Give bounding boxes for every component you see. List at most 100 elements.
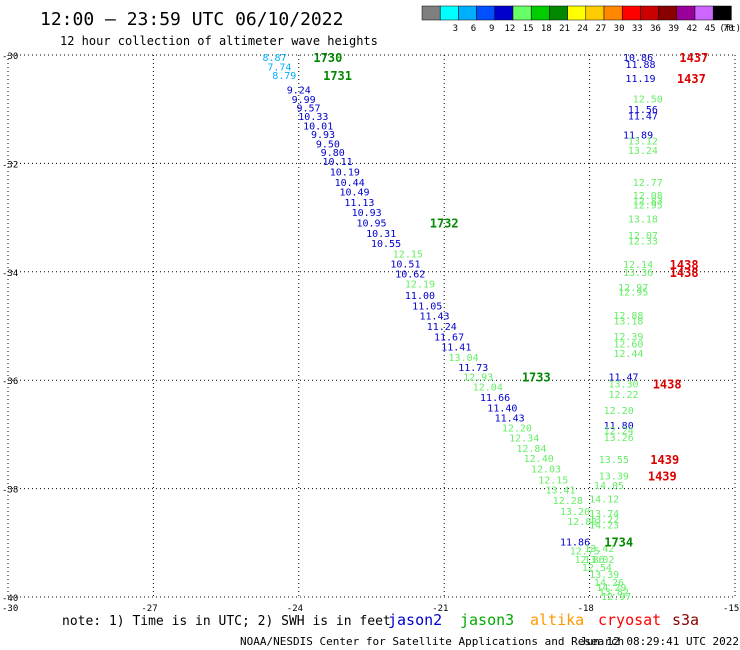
wave-height-point: 12.84 bbox=[516, 444, 546, 455]
wave-height-point: 13.18 bbox=[613, 317, 643, 328]
wave-height-point: 10.44 bbox=[335, 178, 365, 189]
legend-swatch bbox=[494, 5, 514, 21]
footer-credit: NOAA/NESDIS Center for Satellite Applica… bbox=[240, 635, 624, 648]
wave-height-point: 10.31 bbox=[366, 229, 396, 240]
pass-time-label: 1438 bbox=[670, 266, 699, 280]
wave-height-point: 13.20 bbox=[560, 507, 590, 518]
pass-time-label: 1734 bbox=[604, 536, 633, 550]
wave-height-point: 12.39 bbox=[613, 332, 643, 343]
wave-height-point: 12.15 bbox=[393, 249, 423, 260]
wave-height-point: 12.95 bbox=[618, 287, 648, 298]
data-points: 9.249.999.5710.3310.019.939.509.8010.111… bbox=[263, 53, 663, 603]
y-tick-label: -30 bbox=[2, 52, 18, 62]
wave-height-point: 13.24 bbox=[628, 146, 658, 157]
wave-height-point: 12.20 bbox=[604, 406, 634, 417]
wave-height-point: 7.74 bbox=[267, 62, 291, 73]
wave-height-point: 13.26 bbox=[604, 433, 634, 444]
wave-height-point: 13.02 bbox=[584, 555, 614, 566]
wave-height-point: 12.77 bbox=[633, 178, 663, 189]
wave-height-point: 11.66 bbox=[480, 393, 510, 404]
wave-height-point: 14.23 bbox=[589, 520, 619, 531]
satellite-name-jason3: jason3 bbox=[460, 611, 514, 629]
legend-bin-label: 3 bbox=[453, 24, 458, 34]
legend-bin-label: 24 bbox=[577, 24, 588, 34]
x-tick-label: -27 bbox=[141, 604, 157, 614]
wave-height-point: 13.42 bbox=[584, 544, 614, 555]
legend-swatch bbox=[621, 5, 641, 21]
satellite-name-cryosat: cryosat bbox=[598, 611, 661, 629]
wave-height-point: 12.40 bbox=[524, 454, 554, 465]
x-tick-label: -15 bbox=[723, 604, 739, 614]
wave-height-point: 13.18 bbox=[628, 215, 658, 226]
pass-time-label: 1730 bbox=[313, 51, 342, 65]
wave-height-point: 14.26 bbox=[594, 578, 624, 589]
pass-time-label: 1438 bbox=[653, 377, 682, 391]
wave-height-point: 14.29 bbox=[596, 583, 626, 594]
wave-height-point: 12.08 bbox=[633, 191, 663, 202]
wave-height-point: 12.88 bbox=[613, 311, 643, 322]
wave-height-point: 11.56 bbox=[628, 105, 658, 116]
footer-note: note: 1) Time is in UTC; 2) SWH is in fe… bbox=[62, 614, 391, 629]
wave-height-point: 11.40 bbox=[487, 403, 517, 414]
wave-height-point: 13.39 bbox=[589, 570, 619, 581]
wave-height-point: 9.99 bbox=[292, 95, 316, 106]
legend-swatch bbox=[512, 5, 532, 21]
wave-height-point: 12.34 bbox=[509, 434, 539, 445]
wave-height-point: 12.83 bbox=[633, 196, 663, 207]
satellite-name-jason2: jason2 bbox=[388, 611, 442, 629]
legend-bin-label: 15 bbox=[523, 24, 534, 34]
legend-bin-label: 6 bbox=[471, 24, 476, 34]
wave-height-point: 13.36 bbox=[623, 268, 653, 279]
wave-height-point: 13.55 bbox=[599, 455, 629, 466]
wave-height-point: 10.86 bbox=[623, 53, 653, 64]
wave-height-point: 10.49 bbox=[339, 188, 369, 199]
wave-height-point: 12.93 bbox=[463, 372, 493, 383]
legend-swatch bbox=[421, 5, 441, 21]
legend-swatch bbox=[567, 5, 587, 21]
wave-height-point: 11.41 bbox=[441, 343, 471, 354]
pass-time-label: 1437 bbox=[679, 51, 708, 65]
x-tick-label: -21 bbox=[432, 604, 448, 614]
pass-time-label: 1439 bbox=[648, 470, 677, 484]
wave-height-point: 9.93 bbox=[311, 130, 335, 141]
chart-title: 12:00 — 23:59 UTC 06/10/2022 bbox=[40, 9, 343, 30]
wave-height-point: 12.50 bbox=[633, 94, 663, 105]
wave-height-point: 12.97 bbox=[601, 592, 631, 603]
wave-height-point: 12.04 bbox=[473, 383, 503, 394]
pass-time-label: 1732 bbox=[430, 216, 459, 230]
axis-tick-labels: -30-32-34-36-38-40-30 -27 -24 -21 -18 -15 bbox=[2, 52, 739, 614]
wave-height-point: 12.15 bbox=[538, 475, 568, 486]
y-tick-label: -34 bbox=[2, 269, 18, 279]
satellite-legend: jason2 jason3 altika cryosat s3a bbox=[388, 611, 699, 629]
legend-bin-label: 30 bbox=[614, 24, 625, 34]
legend-bin-label: 39 bbox=[668, 24, 679, 34]
wave-height-point: 11.67 bbox=[434, 332, 464, 343]
x-tick-label: -18 bbox=[578, 604, 594, 614]
y-tick-label: -36 bbox=[2, 377, 18, 387]
wave-height-point: 11.80 bbox=[604, 421, 634, 432]
wave-height-point: 11.24 bbox=[427, 322, 457, 333]
legend-swatch bbox=[439, 5, 459, 21]
wave-height-point: 12.97 bbox=[618, 283, 648, 294]
wave-height-point: 12.22 bbox=[608, 390, 638, 401]
wave-height-point: 8.79 bbox=[272, 71, 296, 82]
wave-height-point: 11.86 bbox=[560, 538, 590, 549]
legend-bin-label: 21 bbox=[559, 24, 570, 34]
wave-height-point: 9.80 bbox=[321, 148, 345, 159]
wave-height-point: 13.04 bbox=[449, 353, 479, 364]
wave-height-point: 10.33 bbox=[298, 112, 328, 123]
wave-height-point: 11.43 bbox=[419, 312, 449, 323]
legend-bin-label: 42 bbox=[686, 24, 697, 34]
legend-swatch bbox=[694, 5, 714, 21]
legend-bin-label: 45 bbox=[705, 24, 716, 34]
wave-height-point: 13.12 bbox=[628, 137, 658, 148]
legend-bin-label: 27 bbox=[595, 24, 606, 34]
wave-height-point: 12.95 bbox=[633, 201, 663, 212]
color-legend: 3 6 9 12 15 18 21 24 27 30 33 36 39 42 45 70(ft) bbox=[421, 5, 740, 34]
legend-swatch bbox=[712, 5, 732, 21]
wave-height-point: 13.30 bbox=[608, 379, 638, 390]
wave-height-point: 10.62 bbox=[395, 269, 425, 280]
legend-swatch bbox=[458, 5, 477, 21]
wave-height-point: 12.86 bbox=[575, 555, 605, 566]
